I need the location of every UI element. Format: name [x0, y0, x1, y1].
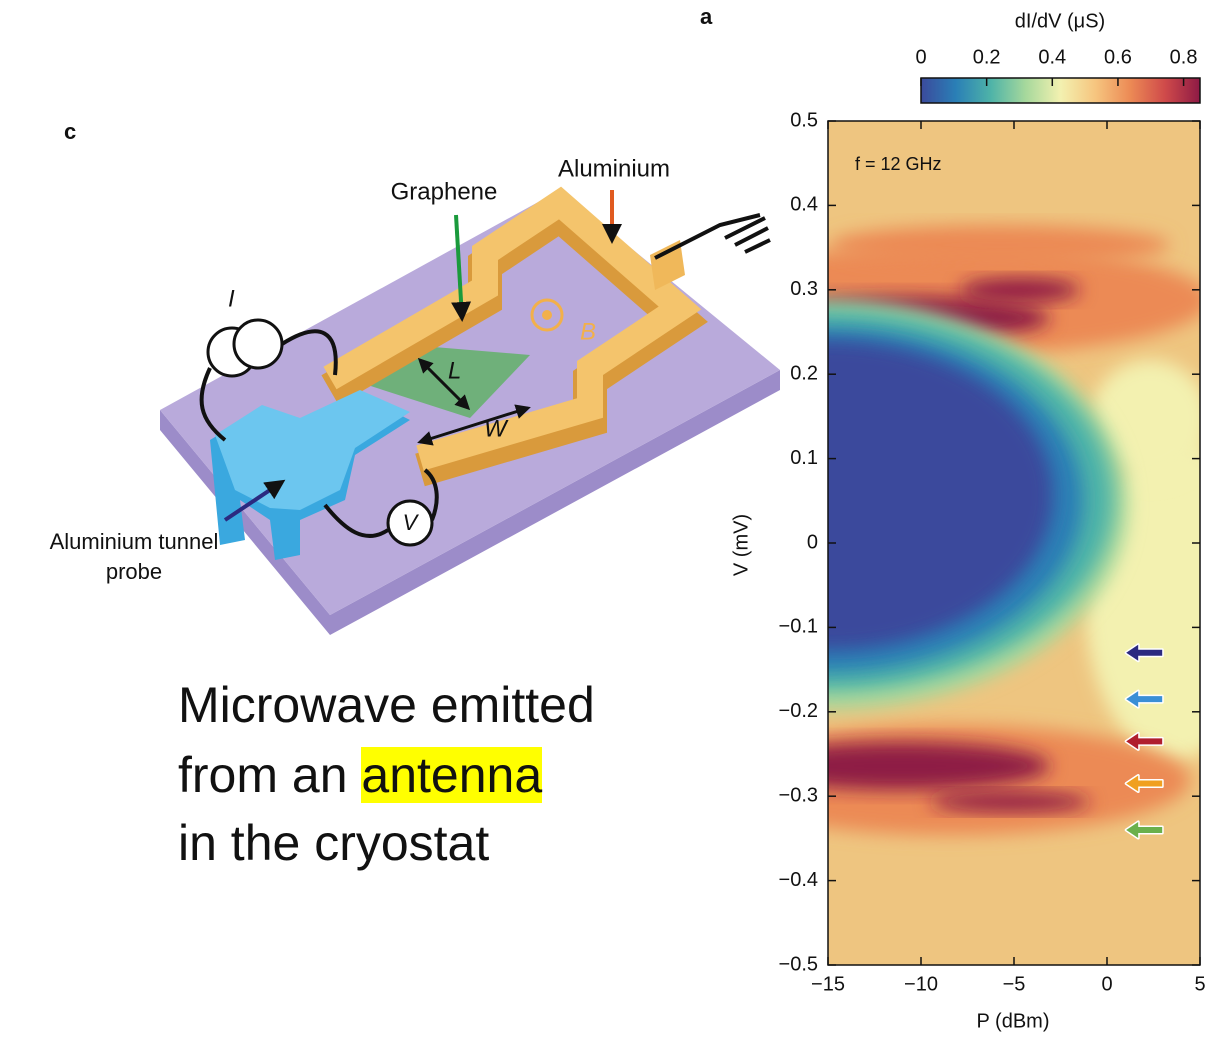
y-tick-label: 0.1: [790, 447, 818, 469]
colorbar-tick-label: 0.8: [1170, 46, 1198, 68]
y-tick-label: 0.3: [790, 278, 818, 300]
colorbar-tick-label: 0.6: [1104, 46, 1132, 68]
annotation: f = 12 GHz: [855, 154, 942, 174]
panel-label: c: [64, 119, 76, 144]
diagram-label: L: [448, 357, 461, 384]
x-tick-label: −10: [904, 973, 938, 995]
x-tick-label: −15: [811, 973, 845, 995]
y-tick-label: 0: [807, 531, 818, 553]
heatmap-region: [830, 225, 1170, 265]
caption-text: from an: [178, 747, 348, 803]
page: a c Graphene Aluminium Aluminium tunnel …: [0, 0, 1229, 1038]
y-tick-label: −0.5: [779, 953, 818, 975]
x-tick-label: −5: [1003, 973, 1026, 995]
heatmap-region: [750, 742, 1050, 790]
colorbar-label: dI/dV (μS): [1015, 10, 1105, 32]
caption-line: Microwave emitted: [178, 680, 595, 730]
heatmap-region: [960, 278, 1080, 302]
panel-label: a: [700, 4, 713, 29]
y-tick-label: −0.3: [779, 784, 818, 806]
colorbar-tick-label: 0: [915, 46, 926, 68]
y-tick-label: 0.5: [790, 109, 818, 131]
diagram-label: V: [403, 510, 420, 535]
x-tick-label: 0: [1101, 973, 1112, 995]
y-axis-label: V (mV): [730, 514, 752, 576]
y-tick-label: 0.4: [790, 194, 818, 216]
colorbar-tick-label: 0.2: [973, 46, 1001, 68]
diagram-label: I: [228, 285, 235, 312]
diagram-label: B: [580, 318, 596, 345]
colorbar: [921, 78, 1200, 103]
heatmap: [528, 121, 1229, 965]
diagram-label: probe: [106, 559, 162, 584]
x-tick-label: 5: [1194, 973, 1205, 995]
y-tick-label: −0.2: [779, 700, 818, 722]
diagram-label: Aluminium: [558, 155, 670, 182]
diagram-label: Aluminium tunnel: [50, 529, 219, 554]
y-tick-label: −0.4: [779, 869, 818, 891]
colorbar-tick-label: 0.4: [1038, 46, 1066, 68]
diagram-label: W: [484, 415, 509, 442]
caption-highlight: antenna: [361, 747, 542, 803]
diagram-label: Graphene: [391, 178, 498, 205]
figure: a c Graphene Aluminium Aluminium tunnel …: [0, 0, 1229, 1038]
y-tick-label: −0.1: [779, 616, 818, 638]
x-axis-label: P (dBm): [977, 1010, 1050, 1032]
y-tick-label: 0.2: [790, 362, 818, 384]
heatmap-region: [930, 792, 1090, 812]
device-diagram: [160, 190, 780, 635]
caption-line: from an antenna: [178, 750, 542, 800]
caption-line: in the cryostat: [178, 818, 489, 868]
